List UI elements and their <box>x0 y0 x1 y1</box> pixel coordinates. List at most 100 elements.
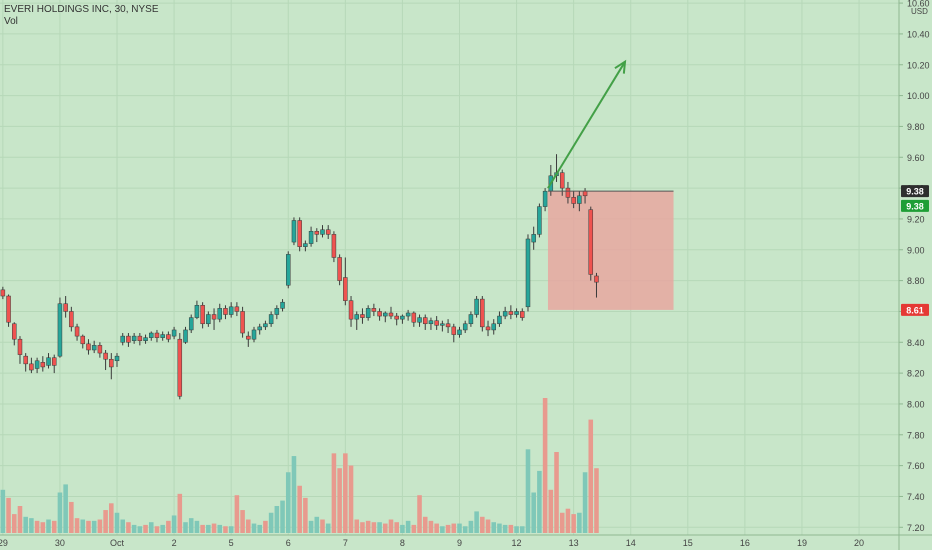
candle <box>502 306 508 320</box>
candle-body-up <box>149 332 154 338</box>
volume-bar <box>405 520 411 533</box>
candle-body-down <box>12 323 17 340</box>
candle <box>280 299 285 312</box>
candle <box>520 308 525 321</box>
candle-body-down <box>377 311 382 317</box>
price-tick-label: 8.40 <box>907 338 925 348</box>
volume-bar <box>554 452 559 533</box>
candle-body-up <box>383 312 388 317</box>
price-tick-label: 7.60 <box>907 461 925 471</box>
candle-body-down <box>565 187 571 198</box>
stop-zone-layer <box>547 191 674 310</box>
volume-bar <box>354 519 360 533</box>
candle-body-up <box>542 190 548 207</box>
price-tick-label: 8.00 <box>907 399 925 409</box>
price-tick-label: 8.80 <box>907 276 925 286</box>
candle-body-down <box>480 298 485 328</box>
price-tag-background <box>901 303 929 316</box>
candle <box>69 306 74 332</box>
volume-bar <box>120 519 126 533</box>
candle-body-up <box>194 305 200 318</box>
candle <box>177 333 183 400</box>
volume-bar <box>577 512 582 533</box>
candle <box>588 206 594 281</box>
volume-bar <box>0 489 6 533</box>
volume-bar <box>97 519 103 533</box>
candle <box>80 334 86 349</box>
candle-body-up <box>291 220 297 243</box>
time-tick-label: 29 <box>0 538 8 548</box>
volume-bar <box>365 520 371 533</box>
price-tick-label: 7.80 <box>907 430 925 440</box>
candle <box>400 314 405 324</box>
volume-bar <box>582 472 588 533</box>
volume-bar <box>417 495 422 533</box>
candle <box>417 314 422 327</box>
volume-bar <box>206 524 211 533</box>
volume-bar <box>137 526 143 533</box>
candle <box>97 342 103 358</box>
price-tags: 9.38 9.38 8.61 <box>901 185 929 316</box>
candle <box>360 308 365 324</box>
candle-body-down <box>23 355 28 365</box>
volume-bar <box>183 522 188 533</box>
volume-bar <box>274 506 280 533</box>
price-tag-background <box>901 185 929 198</box>
trend-arrow-line[interactable] <box>547 61 626 189</box>
time-axis-ticks: 29 30 Oct 2 5 6 7 8 9 12 13 14 15 16 19 20 <box>0 538 864 548</box>
price-tag-green: 9.38 <box>901 199 929 212</box>
candle <box>457 326 462 338</box>
candle <box>183 326 188 344</box>
time-tick-label: 15 <box>683 538 693 548</box>
volume-bar <box>434 523 439 533</box>
volume-bar <box>280 500 285 533</box>
volume-bar <box>109 503 114 533</box>
price-tag-label: 9.38 <box>906 201 924 211</box>
volume-bar <box>594 468 599 533</box>
volume-bar <box>51 520 57 533</box>
volume-bar <box>80 519 86 533</box>
candle-body-down <box>69 311 74 328</box>
time-tick-label: 5 <box>229 538 234 548</box>
candle-body-down <box>6 295 11 323</box>
candle <box>525 234 531 312</box>
candle <box>51 354 57 374</box>
candle <box>126 333 131 347</box>
candle-body-down <box>240 311 245 334</box>
candle-body-up <box>286 254 291 286</box>
candle-body-up <box>114 355 120 362</box>
time-tick-label: 9 <box>457 538 462 548</box>
candle <box>34 357 40 374</box>
candle <box>480 296 485 332</box>
candle-body-down <box>297 220 302 247</box>
volume-bar <box>468 520 474 533</box>
volume-bar <box>143 524 148 533</box>
candle-body-down <box>51 357 57 366</box>
volume-bar <box>166 520 171 533</box>
volume-bar <box>154 526 160 533</box>
volume-bar <box>188 518 194 533</box>
stop-zone-box[interactable] <box>547 191 674 310</box>
candle-body-up <box>188 317 194 331</box>
price-tick-label: 7.40 <box>907 492 925 502</box>
candle <box>348 296 354 327</box>
candle-body-up <box>320 229 325 235</box>
candle-body-up <box>428 320 434 325</box>
candle-body-down <box>74 326 80 337</box>
volume-bar <box>377 522 382 533</box>
time-tick-label: 6 <box>286 538 291 548</box>
candle-body-up <box>46 357 51 366</box>
candle <box>377 308 382 321</box>
candle-body-down <box>422 317 428 325</box>
candle <box>109 353 114 380</box>
candle-body-up <box>263 323 268 328</box>
candle-body-up <box>217 308 223 320</box>
candle <box>29 357 34 374</box>
candle <box>371 303 377 317</box>
volume-bar <box>69 501 74 533</box>
candle <box>445 319 451 334</box>
candle-body-up <box>160 334 165 338</box>
candle <box>114 353 120 367</box>
